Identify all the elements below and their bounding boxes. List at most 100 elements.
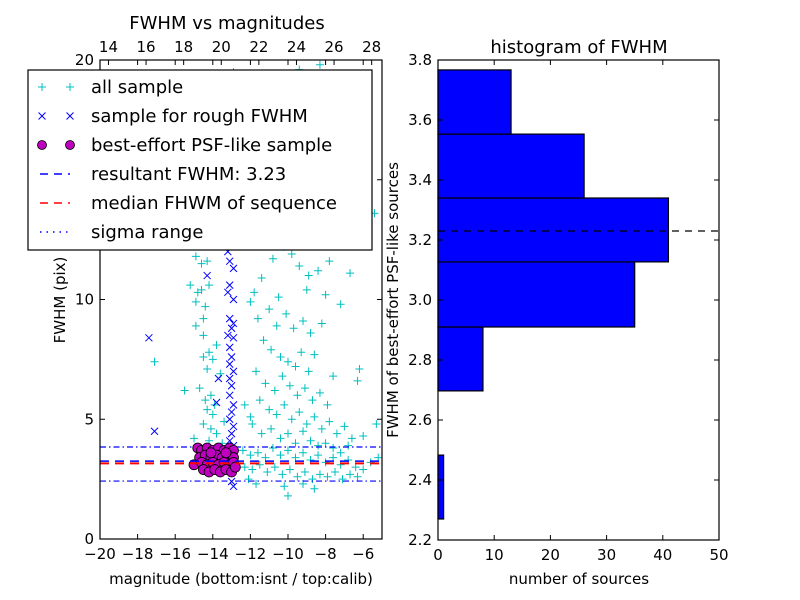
all-sample-point [203, 364, 212, 373]
rough-sample-point [225, 360, 234, 369]
histogram-y-label: FWHM of best-effort PSF-like sources [384, 162, 402, 438]
all-sample-point [259, 336, 268, 345]
y-tick-label: 2.2 [408, 531, 432, 549]
all-sample-point [206, 391, 215, 400]
rough-sample-point [227, 429, 236, 438]
rough-sample-point [229, 295, 238, 304]
all-sample-point [261, 453, 270, 462]
all-sample-point [252, 367, 261, 376]
rough-sample-point [229, 333, 238, 342]
all-sample-point [344, 441, 353, 450]
rough-sample-point [145, 333, 153, 342]
all-sample-point [206, 424, 215, 433]
x-tick-label: −12 [235, 545, 267, 563]
all-sample-point [347, 434, 356, 443]
histogram-bar [437, 69, 512, 135]
all-sample-point [252, 479, 261, 488]
legend-label: best-effort PSF-like sample [91, 135, 332, 156]
rough-sample-point [227, 381, 236, 390]
all-sample-point [289, 324, 298, 333]
all-sample-point [297, 348, 306, 357]
all-sample-point [199, 314, 208, 323]
all-sample-point [338, 475, 347, 484]
rough-sample-point [212, 398, 221, 407]
scatter-plot: FWHM vs magnitudes magnitude (bottom:isn… [27, 13, 383, 588]
legend-label: sigma range [91, 222, 203, 243]
all-sample-point [253, 448, 262, 457]
all-sample-point [186, 281, 195, 290]
all-sample-point [246, 297, 255, 306]
all-sample-point [201, 396, 210, 405]
y-tick-label: 10 [75, 291, 94, 309]
all-sample-point [199, 420, 208, 429]
all-sample-point [304, 271, 313, 280]
legend-entry: resultant FWHM: 3.23 [40, 164, 286, 185]
top-tick-label: 26 [325, 38, 344, 56]
all-sample-point [265, 405, 274, 414]
all-sample-point [310, 412, 319, 421]
rough-sample-point [225, 281, 234, 289]
rough-sample-point [223, 288, 232, 297]
psf-sample-point [205, 447, 217, 459]
rough-sample-point [150, 427, 159, 436]
all-sample-point [255, 396, 264, 405]
legend-box [27, 69, 373, 251]
all-sample-point [315, 60, 324, 69]
all-sample-point [246, 451, 255, 460]
all-sample-point [315, 388, 324, 397]
histogram-bar [437, 261, 636, 328]
all-sample-point [302, 420, 311, 429]
scatter-title: FWHM vs magnitudes [129, 13, 324, 34]
rough-sample-point [223, 331, 232, 340]
all-sample-point [274, 293, 283, 302]
plus-marker-icon [38, 83, 46, 91]
y-tick-label: 0 [84, 530, 94, 548]
all-sample-point [203, 405, 212, 414]
all-sample-point [314, 266, 323, 275]
x-tick-label: 30 [597, 546, 616, 564]
all-sample-point [244, 475, 253, 484]
all-sample-point [282, 309, 291, 318]
all-sample-point [205, 281, 214, 290]
x-tick-label: −10 [272, 545, 304, 563]
all-sample-point [302, 285, 311, 294]
y-tick-label: 3.4 [408, 171, 432, 189]
all-sample-point [267, 424, 276, 433]
histogram-bar [437, 326, 484, 392]
all-sample-point [291, 439, 300, 448]
all-sample-point [295, 261, 304, 270]
rough-sample-point [227, 408, 236, 416]
all-sample-point [208, 410, 217, 419]
rough-sample-point [227, 353, 236, 361]
all-sample-point [150, 357, 159, 366]
all-sample-point [329, 372, 338, 381]
all-sample-point [299, 448, 308, 457]
all-sample-point [284, 446, 292, 455]
psf-sample-point [220, 447, 232, 459]
scatter-x-label: magnitude (bottom:isnt / top:calib) [109, 570, 373, 588]
all-sample-point [212, 341, 221, 350]
all-sample-point [314, 451, 323, 460]
top-tick-label: 14 [99, 38, 118, 56]
y-tick-label: 2.4 [408, 471, 432, 489]
all-sample-point [270, 463, 279, 472]
all-sample-point [272, 321, 281, 330]
all-sample-point [317, 319, 326, 328]
histogram-bar [437, 133, 585, 199]
rough-sample-point [225, 374, 234, 383]
all-sample-point [336, 300, 345, 309]
rough-sample-point [225, 314, 234, 323]
x-tick-label: 10 [485, 546, 504, 564]
scatter-y-label: FWHM (pix) [51, 257, 69, 344]
all-sample-point [208, 355, 217, 364]
all-sample-point [199, 352, 208, 361]
all-sample-point [205, 348, 214, 357]
all-sample-point [197, 259, 206, 268]
all-sample-point [257, 273, 266, 282]
all-sample-point [359, 465, 368, 474]
x-tick-label: −14 [197, 545, 229, 563]
all-sample-point [240, 463, 249, 472]
rough-sample-point [225, 415, 234, 424]
all-sample-point [355, 364, 364, 373]
y-tick-label: 3.8 [408, 51, 432, 69]
